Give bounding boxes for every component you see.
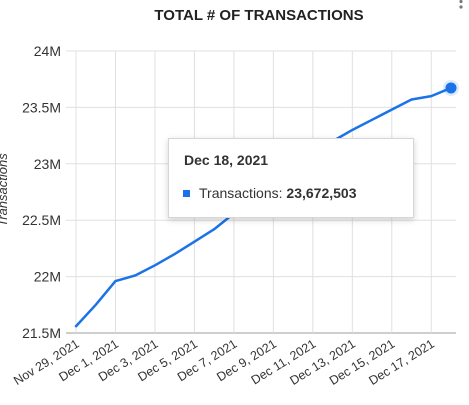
tooltip-series-label: Transactions:: [199, 185, 283, 201]
tooltip-row: Transactions: 23,672,503: [183, 185, 356, 201]
y-tick-label: 21.5M: [22, 325, 61, 341]
legend-square-icon: [183, 189, 190, 197]
y-tick-label: 22.5M: [22, 212, 61, 228]
tooltip-value: 23,672,503: [286, 185, 357, 201]
y-tick-label: 24M: [34, 43, 61, 59]
highlight-point[interactable]: [445, 82, 457, 94]
y-axis-ticks: 21.5M 22M 22.5M 23M 23.5M 24M: [22, 43, 61, 341]
y-tick-label: 22M: [34, 269, 61, 285]
grid-lines: [66, 50, 456, 334]
highlight-halo: [443, 79, 459, 96]
y-tick-label: 23M: [34, 156, 61, 172]
tooltip: Dec 18, 2021 Transactions: 23,672,503: [168, 138, 414, 218]
highlight-points[interactable]: [443, 79, 459, 96]
y-axis-label: Transactions: [0, 153, 10, 227]
more-options-icon[interactable]: [459, 0, 463, 9]
y-tick-label: 23.5M: [22, 99, 61, 115]
tooltip-date: Dec 18, 2021: [184, 152, 269, 168]
chart-title: TOTAL # OF TRANSACTIONS: [154, 7, 363, 24]
